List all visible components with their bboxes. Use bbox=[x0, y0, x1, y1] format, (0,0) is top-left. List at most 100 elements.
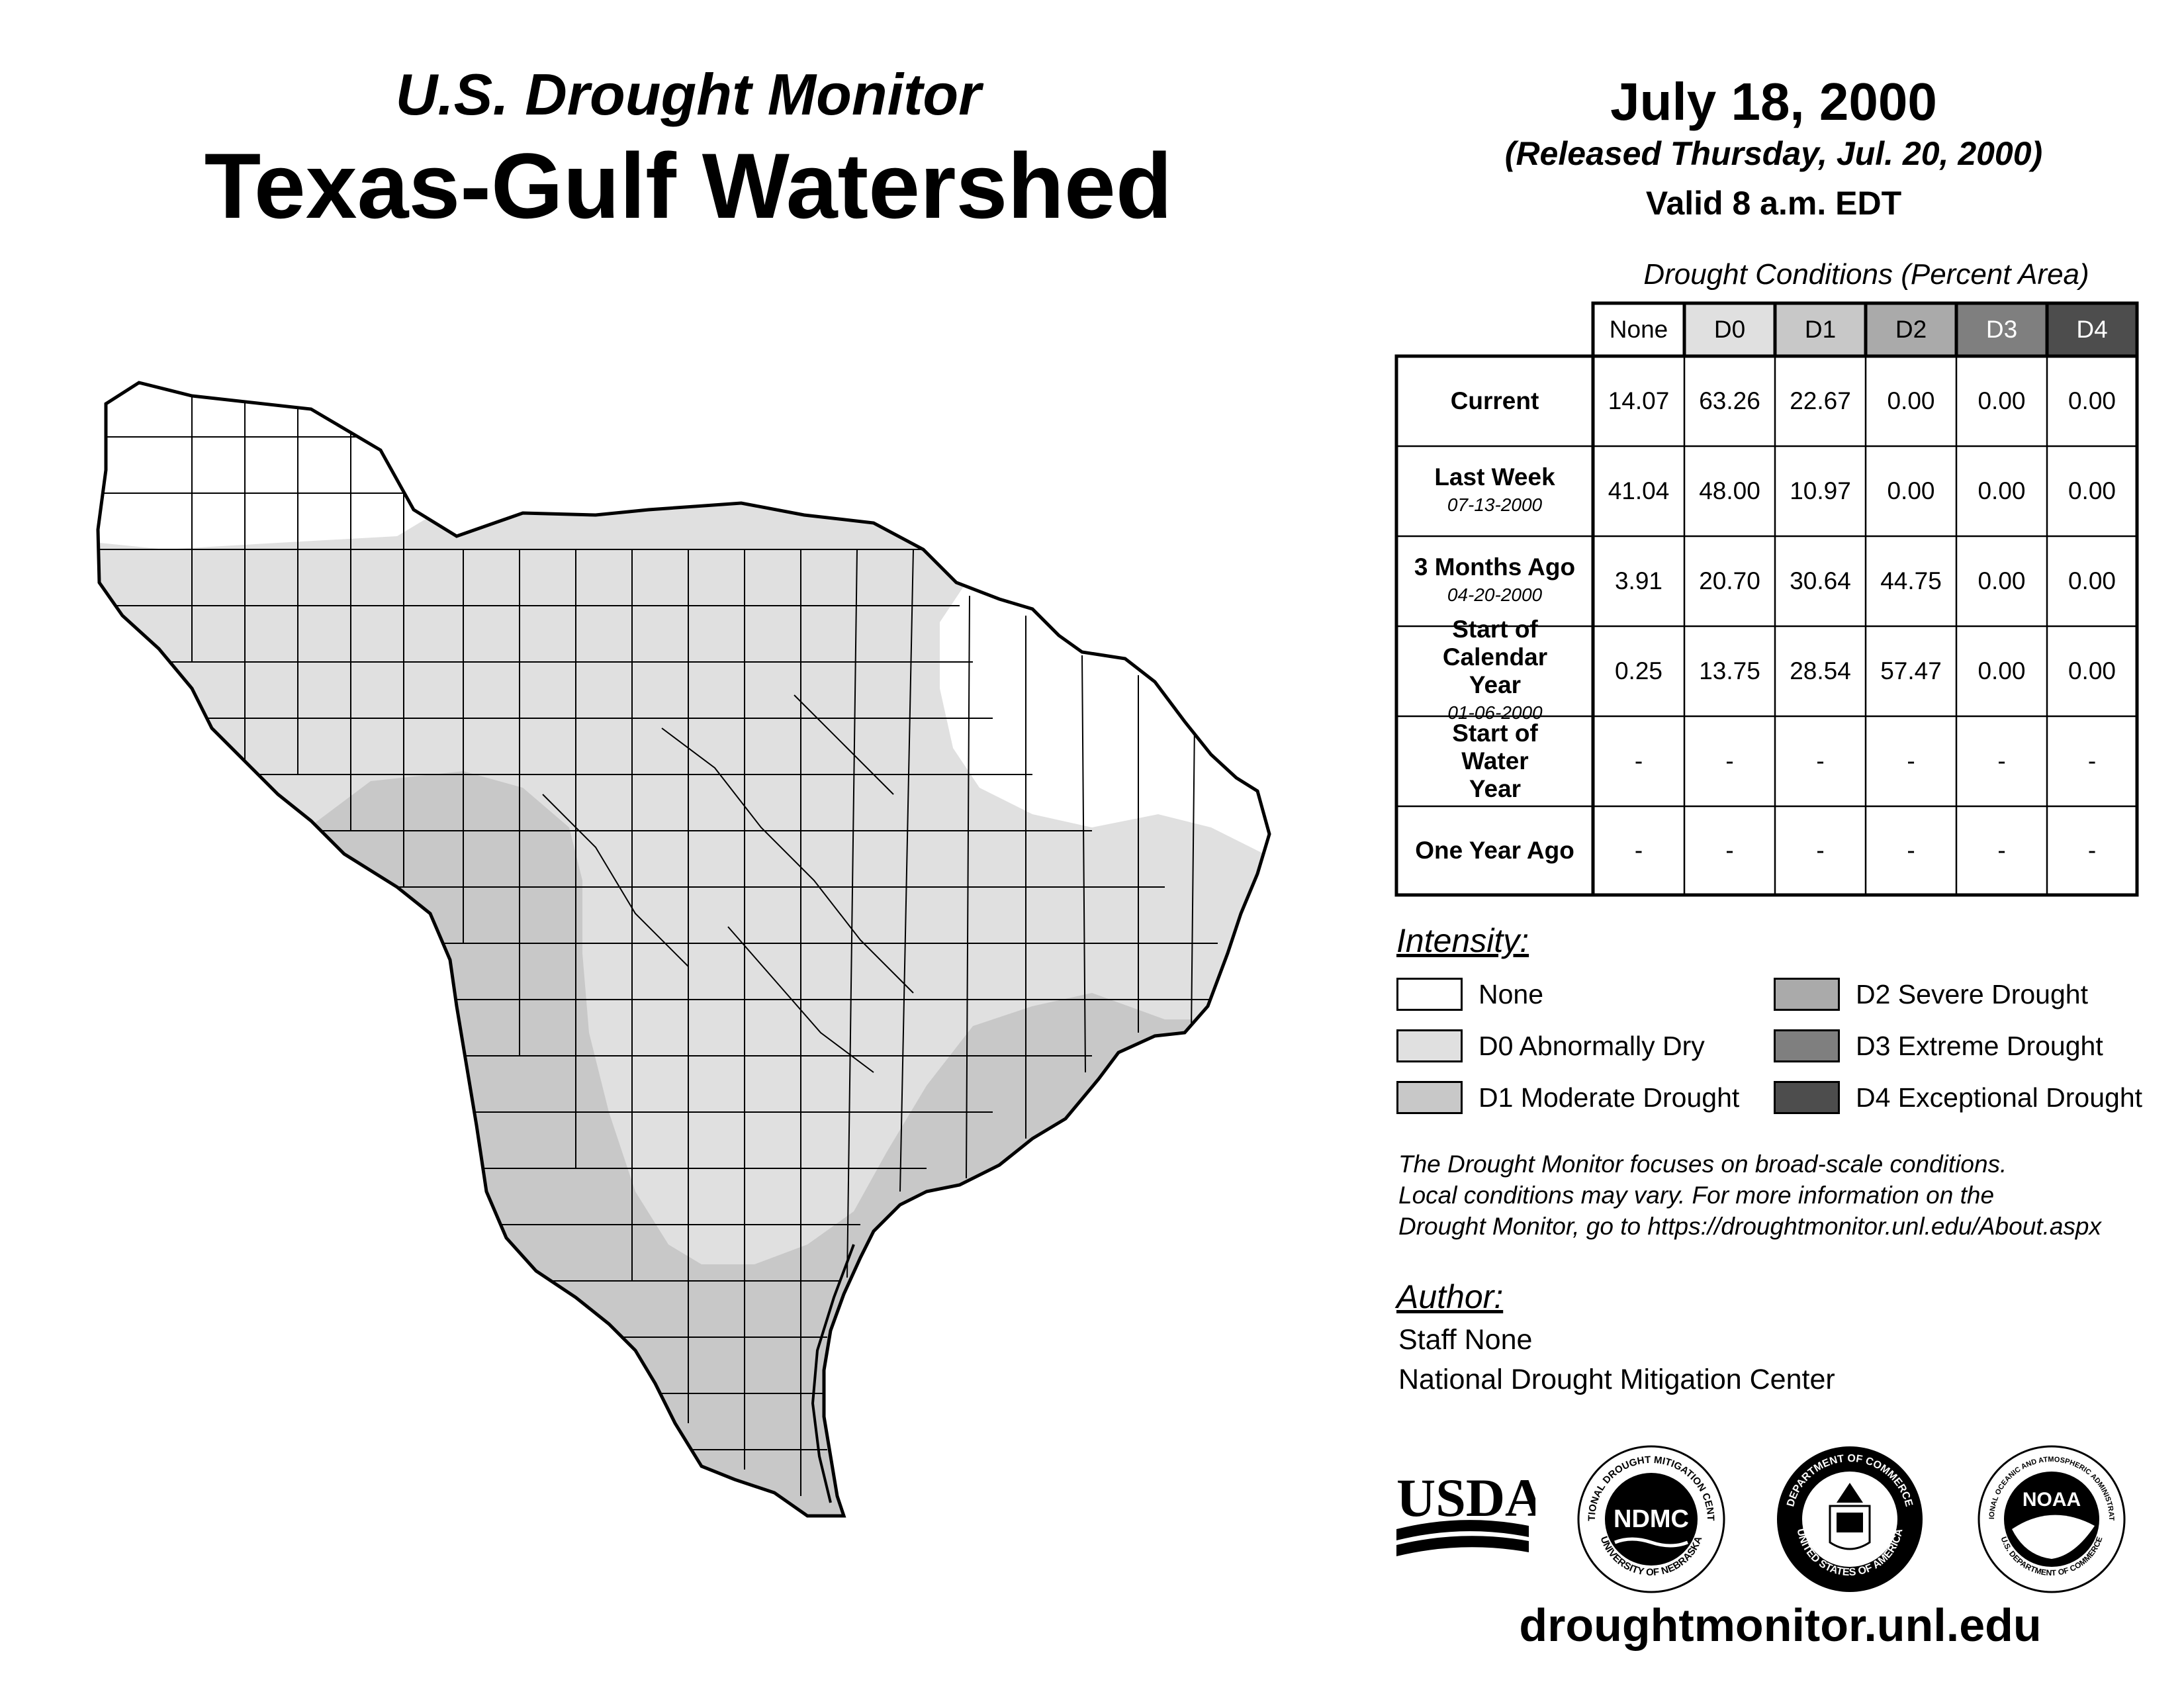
noaa-logo: NATIONAL OCEANIC AND ATMOSPHERIC ADMINIS… bbox=[1976, 1443, 2126, 1593]
row-date: 07-13-2000 bbox=[1447, 494, 1543, 515]
legend-title: Intensity: bbox=[1396, 922, 1529, 959]
row-label-3-months: 3 Months Ago 04-20-2000 bbox=[1396, 536, 1593, 626]
col-header-d2: D2 bbox=[1895, 316, 1927, 343]
svg-text:USDA: USDA bbox=[1396, 1468, 1535, 1528]
disclaimer-note: The Drought Monitor focuses on broad-sca… bbox=[1398, 1149, 2179, 1242]
legend-label: D4 Exceptional Drought bbox=[1856, 1082, 2143, 1113]
svg-text:NDMC: NDMC bbox=[1614, 1505, 1689, 1533]
author-organization: National Drought Mitigation Center bbox=[1398, 1364, 1835, 1395]
table-cell: - bbox=[1634, 747, 1643, 774]
table-cell: 48.00 bbox=[1699, 477, 1760, 504]
table-caption: Drought Conditions (Percent Area) bbox=[1643, 258, 2089, 291]
table-cell: - bbox=[1907, 837, 1915, 864]
table-cell: 10.97 bbox=[1790, 477, 1851, 504]
valid-date: July 18, 2000 bbox=[1610, 72, 1937, 131]
table-cell: - bbox=[1997, 837, 2006, 864]
table-cell: 57.47 bbox=[1880, 657, 1942, 684]
col-header-d3: D3 bbox=[1985, 316, 2018, 343]
table-cell: 0.00 bbox=[1887, 477, 1935, 504]
row-label-text: Last Week bbox=[1434, 463, 1555, 491]
legend-item-d1: D1 Moderate Drought bbox=[1396, 1080, 1739, 1115]
legend-item-d0: D0 Abnormally Dry bbox=[1396, 1029, 1705, 1063]
table-cell: 44.75 bbox=[1880, 567, 1942, 594]
usda-logo: USDA bbox=[1396, 1468, 1535, 1556]
col-header-none: None bbox=[1609, 316, 1668, 343]
coastline-island bbox=[811, 1244, 855, 1503]
county-lines bbox=[98, 384, 1218, 1496]
legend-swatch bbox=[1774, 1081, 1840, 1114]
legend-item-d3: D3 Extreme Drought bbox=[1774, 1029, 2103, 1063]
table-cell: - bbox=[1634, 837, 1643, 864]
row-label-text: Start of Water Year bbox=[1452, 720, 1538, 802]
legend-swatch bbox=[1396, 1081, 1463, 1114]
table-cell: 3.91 bbox=[1614, 567, 1662, 594]
table-cell: 30.64 bbox=[1790, 567, 1851, 594]
svg-text:NOAA: NOAA bbox=[2023, 1489, 2081, 1511]
table-cell: - bbox=[1997, 747, 2006, 774]
note-line: Local conditions may vary. For more info… bbox=[1398, 1182, 1995, 1209]
legend-swatch bbox=[1774, 978, 1840, 1011]
table-cell: 0.00 bbox=[2068, 387, 2116, 414]
row-date: 04-20-2000 bbox=[1447, 585, 1543, 605]
table-cell: 28.54 bbox=[1790, 657, 1851, 684]
row-label-one-year: One Year Ago bbox=[1396, 806, 1593, 895]
legend-label: D0 Abnormally Dry bbox=[1479, 1030, 1705, 1061]
legend-swatch bbox=[1396, 978, 1463, 1011]
table-grid bbox=[1394, 301, 2139, 897]
table-cell: 0.00 bbox=[1887, 387, 1935, 414]
legend-swatch bbox=[1396, 1029, 1463, 1062]
table-cell: 20.70 bbox=[1699, 567, 1760, 594]
drought-table: None D0 D1 D2 D3 D4 Current Last Week 07… bbox=[1394, 301, 2139, 897]
row-label-text: Current bbox=[1450, 387, 1539, 414]
table-cell: 41.04 bbox=[1608, 477, 1670, 504]
table-cell: 14.07 bbox=[1608, 387, 1670, 414]
legend-swatch bbox=[1774, 1029, 1840, 1062]
table-cell: 0.25 bbox=[1614, 657, 1662, 684]
col-header-d1: D1 bbox=[1804, 316, 1837, 343]
author-name: Staff None bbox=[1398, 1324, 1533, 1356]
table-cell: - bbox=[1816, 837, 1825, 864]
note-line: Drought Monitor, go to https://droughtmo… bbox=[1398, 1213, 2101, 1240]
legend-item-d2: D2 Severe Drought bbox=[1774, 977, 2088, 1011]
table-cell: - bbox=[1816, 747, 1825, 774]
map-title: Texas-Gulf Watershed bbox=[204, 134, 1173, 238]
table-cell: 0.00 bbox=[1978, 657, 2026, 684]
drought-areas bbox=[98, 383, 1269, 1516]
legend-item-d4: D4 Exceptional Drought bbox=[1774, 1080, 2142, 1115]
release-date: (Released Thursday, Jul. 20, 2000) bbox=[1504, 135, 2043, 172]
watershed-map bbox=[96, 381, 1271, 1518]
author-heading: Author: bbox=[1396, 1278, 1504, 1315]
legend-label: None bbox=[1479, 978, 1544, 1009]
table-cell: - bbox=[1725, 747, 1734, 774]
table-cell: - bbox=[1907, 747, 1915, 774]
ndmc-logo: NATIONAL DROUGHT MITIGATION CENTER UNIVE… bbox=[1575, 1443, 1725, 1593]
row-label-water-year: Start of Water Year bbox=[1434, 716, 1556, 806]
row-label-current: Current bbox=[1396, 356, 1593, 446]
table-cell: 0.00 bbox=[2068, 477, 2116, 504]
none-area-north bbox=[99, 383, 430, 549]
row-label-text: 3 Months Ago bbox=[1414, 553, 1576, 581]
note-line: The Drought Monitor focuses on broad-sca… bbox=[1398, 1150, 2007, 1178]
table-cell: 0.00 bbox=[1978, 477, 2026, 504]
table-cell: 0.00 bbox=[1978, 567, 2026, 594]
row-label-calendar-year: Start of Calendar Year 01-06-2000 bbox=[1421, 616, 1569, 723]
legend-label: D3 Extreme Drought bbox=[1856, 1030, 2103, 1061]
legend-label: D2 Severe Drought bbox=[1856, 978, 2088, 1009]
table-cell: 0.00 bbox=[2068, 657, 2116, 684]
table-cell: 22.67 bbox=[1790, 387, 1851, 414]
table-cell: - bbox=[2087, 837, 2097, 864]
table-cell: 0.00 bbox=[2068, 567, 2116, 594]
table-cell: 63.26 bbox=[1699, 387, 1760, 414]
row-date: 01-06-2000 bbox=[1447, 702, 1543, 723]
table-cell: 13.75 bbox=[1699, 657, 1760, 684]
valid-time: Valid 8 a.m. EDT bbox=[1645, 185, 1902, 222]
table-cell: 0.00 bbox=[1978, 387, 2026, 414]
row-label-text: Start of Calendar Year bbox=[1442, 616, 1548, 698]
row-label-last-week: Last Week 07-13-2000 bbox=[1396, 446, 1593, 536]
website-link[interactable]: droughtmonitor.unl.edu bbox=[1519, 1599, 2042, 1651]
col-header-d4: D4 bbox=[2076, 316, 2108, 343]
map-subtitle: U.S. Drought Monitor bbox=[395, 62, 981, 127]
table-cell: - bbox=[2087, 747, 2097, 774]
legend-label: D1 Moderate Drought bbox=[1479, 1082, 1740, 1113]
watershed-boundary bbox=[96, 381, 1271, 1518]
